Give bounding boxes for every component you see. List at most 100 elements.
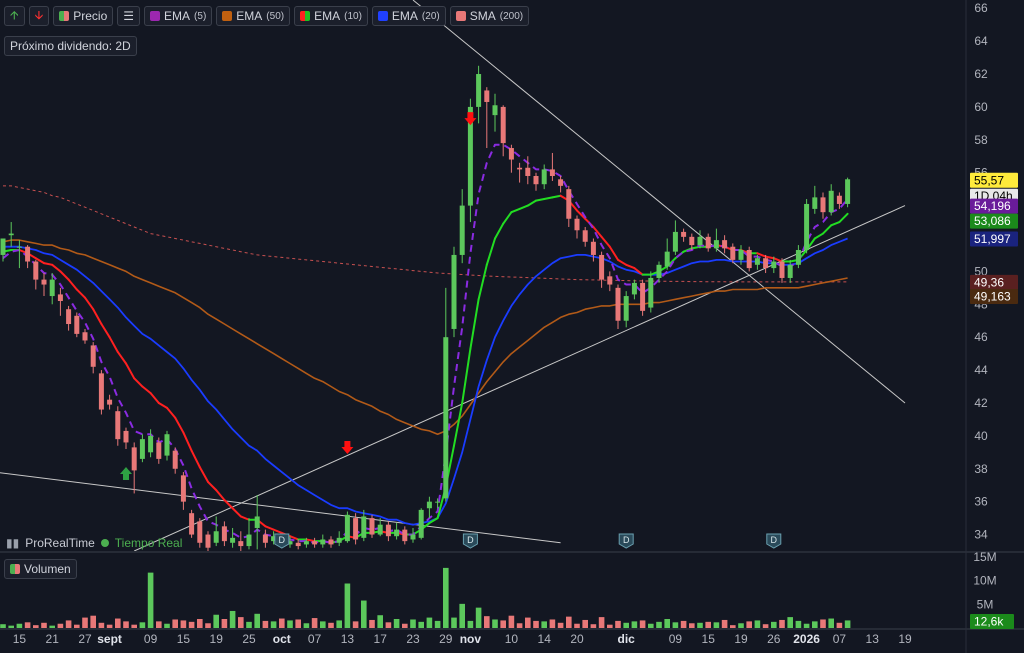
volume-bar	[451, 617, 457, 628]
candle-body	[377, 524, 383, 535]
volume-bar	[123, 621, 129, 628]
ema10-button[interactable]: EMA (10)	[294, 6, 368, 26]
nav-up-button[interactable]: 🡩	[4, 6, 25, 26]
ema20-button[interactable]: EMA (20)	[371, 6, 446, 26]
ema-10-segment	[215, 489, 226, 502]
sma200-button[interactable]: SMA (200)	[449, 6, 530, 26]
ema-10-segment	[625, 263, 636, 270]
candle-body	[443, 337, 449, 499]
next-dividend-label[interactable]: Próximo dividendo: 2D	[4, 36, 137, 56]
candle-body	[615, 287, 621, 321]
candle-body	[476, 74, 482, 107]
list-icon: ☰	[123, 9, 135, 23]
volume-bar	[574, 623, 580, 628]
price-tick-label: 46	[974, 330, 988, 344]
brand-name: ProRealTime	[25, 536, 95, 550]
candle-body	[754, 258, 760, 265]
nav-down-button[interactable]: 🡫	[28, 6, 50, 26]
list-button[interactable]: ☰	[117, 6, 141, 26]
time-tick-label: 19	[898, 632, 912, 646]
volume-bar	[287, 620, 293, 628]
ema-10-segment	[461, 347, 472, 404]
volume-bar	[270, 621, 277, 628]
candle-body	[180, 475, 186, 502]
candle-body	[336, 537, 342, 543]
candle-body	[262, 534, 268, 543]
volume-badge	[970, 614, 1014, 629]
candle-body	[828, 190, 834, 213]
candle-body	[115, 411, 121, 440]
volume-bar	[336, 620, 342, 628]
price-swatch-icon	[59, 11, 70, 21]
price-badge	[970, 274, 1018, 290]
candle-body	[517, 167, 523, 170]
ema50-button[interactable]: EMA (50)	[216, 6, 291, 26]
ema-10-segment	[149, 392, 160, 404]
volume-button[interactable]: Volumen	[4, 559, 77, 579]
ema50-swatch-icon	[222, 11, 233, 21]
ema10-period: (10)	[344, 10, 362, 22]
volume-bar	[779, 619, 785, 628]
ema-10-segment	[469, 298, 480, 350]
ema-10-segment	[543, 196, 554, 201]
volume-bar	[738, 623, 744, 628]
arrow-up-icon: 🡩	[10, 7, 19, 22]
candle-body	[574, 218, 580, 231]
volume-bar	[525, 617, 531, 628]
volume-bar	[221, 619, 228, 628]
ema20-name: EMA	[391, 9, 418, 23]
volume-bar	[418, 621, 424, 628]
price-badge	[970, 213, 1018, 229]
time-tick-label: 21	[46, 632, 60, 646]
time-tick-label: oct	[273, 632, 291, 646]
price-tick-label: 66	[974, 1, 988, 15]
ema-10-segment	[617, 258, 628, 266]
ema-10-segment	[51, 263, 62, 273]
candle-body	[271, 536, 277, 542]
candle-body	[410, 534, 416, 540]
volume-bar	[393, 619, 400, 628]
time-tick-label: 2026	[793, 632, 820, 646]
time-tick-label: 15	[13, 632, 27, 646]
ema-10-segment	[830, 221, 841, 227]
volume-bar	[762, 624, 769, 628]
volume-bar	[246, 621, 252, 628]
candle-body	[74, 315, 80, 334]
candle-body	[771, 261, 777, 269]
candle-body	[213, 531, 219, 543]
volume-bar	[631, 621, 638, 628]
dividend-marker-icon	[462, 533, 478, 549]
price-badge-label: 53,086	[974, 214, 1011, 228]
candle-body	[435, 501, 441, 503]
volume-bar	[254, 613, 260, 628]
volume-bar	[295, 619, 301, 628]
ema5-button[interactable]: EMA (5)	[144, 6, 213, 26]
price-tick-label: 36	[974, 495, 988, 509]
price-tick-label: 64	[974, 34, 988, 48]
volume-swatch-icon	[10, 564, 20, 574]
dividend-marker-icon	[766, 533, 782, 549]
candle-body	[394, 529, 400, 537]
volume-bar	[238, 617, 244, 628]
candle-body	[484, 90, 490, 102]
volume-bar	[754, 620, 761, 628]
volume-bar	[557, 622, 564, 628]
dividend-marker-icon	[274, 533, 290, 549]
candle-body	[385, 524, 391, 537]
candle-body	[820, 197, 826, 213]
volume-bar	[836, 622, 843, 628]
time-tick-label: 09	[144, 632, 158, 646]
volume-bar	[623, 622, 629, 628]
candle-body	[344, 514, 350, 542]
ema-10-segment	[838, 212, 849, 224]
time-tick-label: 13	[341, 632, 355, 646]
ema5-swatch-icon	[150, 11, 161, 21]
price-button[interactable]: Precio	[53, 6, 114, 26]
ema-10-segment	[535, 198, 546, 202]
price-badge-label: 54,196	[974, 199, 1011, 213]
volume-bar	[147, 572, 154, 628]
candle-body	[582, 230, 588, 242]
ema-10-segment	[174, 416, 185, 434]
